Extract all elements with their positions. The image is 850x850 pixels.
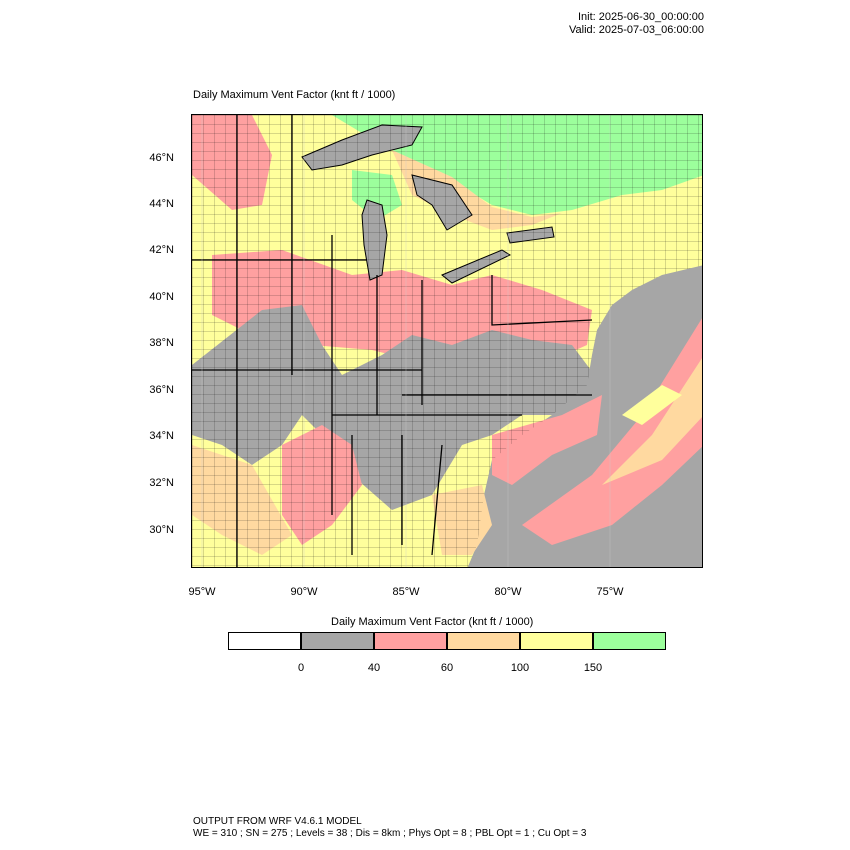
vent-factor-map xyxy=(191,114,703,568)
footer-line-2: WE = 310 ; SN = 275 ; Levels = 38 ; Dis … xyxy=(193,828,587,839)
legend-tick: 150 xyxy=(583,662,603,674)
legend-tick: 40 xyxy=(367,662,381,674)
county-grid xyxy=(192,115,702,567)
legend-bin xyxy=(447,632,520,650)
lat-label: 44°N xyxy=(149,198,174,210)
lat-label: 34°N xyxy=(149,430,174,442)
lat-label: 32°N xyxy=(149,477,174,489)
graticule xyxy=(201,115,611,567)
footer-line-1: OUTPUT FROM WRF V4.6.1 MODEL xyxy=(193,816,362,827)
model-footer: OUTPUT FROM WRF V4.6.1 MODEL WE = 310 ; … xyxy=(193,816,586,840)
legend-tick: 0 xyxy=(297,662,305,674)
legend-bin xyxy=(374,632,447,650)
lat-label: 46°N xyxy=(149,152,174,164)
init-time: Init: 2025-06-30_00:00:00 xyxy=(578,11,704,23)
legend-bin xyxy=(228,632,301,650)
lat-label: 40°N xyxy=(149,291,174,303)
legend-title: Daily Maximum Vent Factor (knt ft / 1000… xyxy=(331,616,534,628)
lon-label: 85°W xyxy=(392,586,420,598)
atlantic-yellow xyxy=(622,385,682,425)
legend-tick: 100 xyxy=(510,662,530,674)
state-boundaries xyxy=(192,115,593,567)
legend-tick: 60 xyxy=(440,662,454,674)
lat-label: 38°N xyxy=(149,337,174,349)
lon-label: 80°W xyxy=(494,586,522,598)
legend-bin xyxy=(593,632,666,650)
lat-label: 42°N xyxy=(149,244,174,256)
lon-label: 95°W xyxy=(188,586,216,598)
legend-bin xyxy=(301,632,374,650)
init-valid-times: Init: 2025-06-30_00:00:00 Valid: 2025-07… xyxy=(569,11,704,37)
legend-bin xyxy=(520,632,593,650)
atlantic-peach xyxy=(602,358,702,485)
valid-time: Valid: 2025-07-03_06:00:00 xyxy=(569,24,704,36)
atlantic-red xyxy=(522,318,702,545)
map-canvas xyxy=(192,115,702,567)
lat-label: 36°N xyxy=(149,384,174,396)
lon-label: 75°W xyxy=(596,586,624,598)
lat-label: 30°N xyxy=(149,524,174,536)
lon-label: 90°W xyxy=(290,586,318,598)
carolinas-red xyxy=(492,395,602,485)
plot-title: Daily Maximum Vent Factor (knt ft / 1000… xyxy=(193,89,396,101)
